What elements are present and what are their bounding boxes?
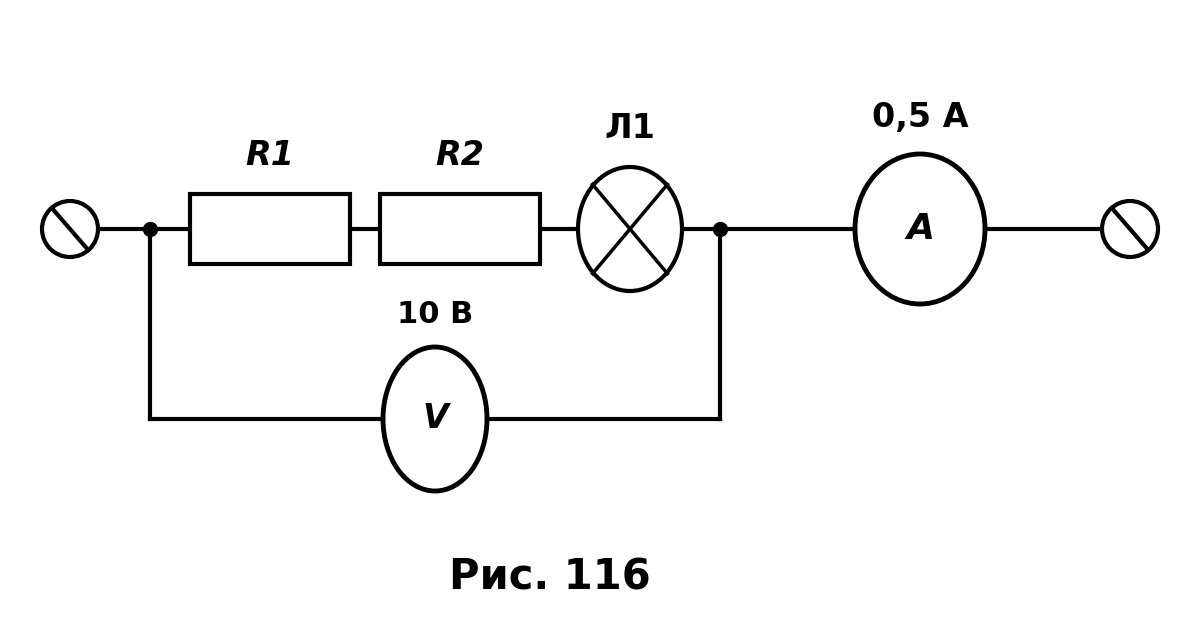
Text: R1: R1 (246, 139, 294, 172)
Ellipse shape (578, 167, 682, 291)
Ellipse shape (1102, 201, 1158, 257)
Text: 0,5 А: 0,5 А (871, 101, 968, 134)
Ellipse shape (42, 201, 98, 257)
Text: А: А (906, 212, 934, 246)
Text: Л1: Л1 (605, 112, 655, 145)
Bar (380, 194, 540, 264)
Text: 10 В: 10 В (397, 300, 473, 329)
Ellipse shape (383, 347, 487, 491)
Ellipse shape (854, 154, 985, 304)
Text: R2: R2 (436, 139, 485, 172)
Text: V: V (422, 403, 448, 436)
Text: Рис. 116: Рис. 116 (449, 557, 650, 599)
Bar (190, 194, 350, 264)
